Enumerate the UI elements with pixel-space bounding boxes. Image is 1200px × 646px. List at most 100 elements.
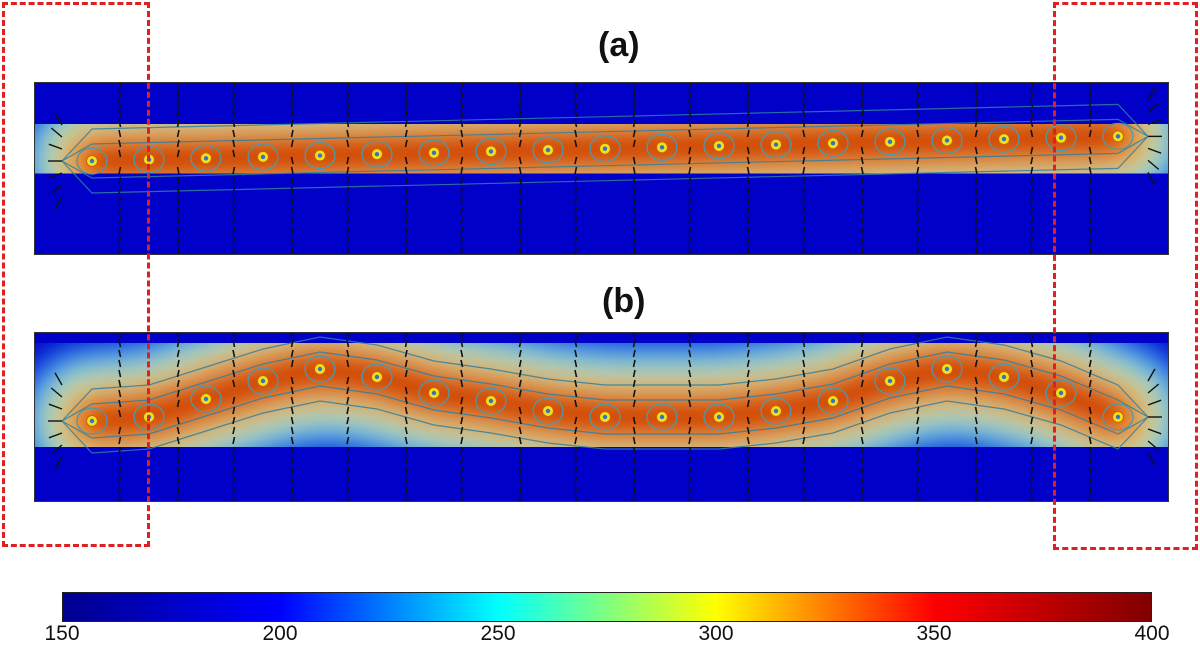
flux-arrow bbox=[460, 396, 464, 405]
flux-arrow bbox=[632, 379, 636, 388]
flux-arrow bbox=[460, 186, 464, 195]
source-ring bbox=[931, 355, 963, 383]
flux-arrow bbox=[632, 369, 636, 378]
flux-arrow bbox=[404, 99, 408, 108]
flux-arrow bbox=[518, 246, 522, 254]
flux-arrow bbox=[232, 186, 236, 195]
flux-arrow bbox=[118, 333, 122, 338]
flux-arrow bbox=[974, 226, 978, 235]
flux-arrow bbox=[1088, 436, 1092, 445]
flux-arrow bbox=[518, 436, 522, 445]
flux-arrow bbox=[860, 476, 864, 485]
flux-arrow bbox=[688, 89, 692, 98]
flux-arrow bbox=[176, 129, 180, 138]
flux-arrow bbox=[974, 119, 978, 128]
flux-arrow bbox=[232, 436, 236, 445]
flux-arrow bbox=[574, 349, 578, 358]
flux-arrow bbox=[404, 109, 408, 118]
flux-arrow bbox=[460, 206, 464, 215]
flux-arrow bbox=[1030, 349, 1034, 358]
flux-arrow bbox=[460, 456, 464, 465]
flux-arrow bbox=[404, 119, 408, 128]
flux-arrow bbox=[746, 359, 750, 368]
flux-arrow bbox=[916, 146, 920, 155]
flux-arrow bbox=[746, 176, 750, 185]
flux-arrow bbox=[974, 246, 978, 254]
flux-arrow bbox=[746, 83, 750, 88]
flux-arrow bbox=[688, 119, 692, 128]
flux-arrow bbox=[688, 129, 692, 138]
flux-arrow bbox=[632, 476, 636, 485]
flux-arrow bbox=[1030, 396, 1034, 405]
flux-arrow bbox=[1147, 87, 1156, 101]
flux-arrow bbox=[290, 186, 294, 195]
source-ring bbox=[418, 379, 450, 407]
flux-arrow bbox=[460, 333, 464, 338]
flux-arrow bbox=[632, 186, 636, 195]
flux-arrow bbox=[404, 196, 408, 205]
flux-arrow bbox=[346, 446, 350, 455]
flux-arrow bbox=[916, 246, 920, 254]
temperature-colorbar bbox=[62, 592, 1152, 622]
flux-arrow bbox=[688, 446, 692, 455]
flux-arrow bbox=[802, 496, 806, 501]
flux-arrow bbox=[232, 446, 236, 455]
flux-arrow bbox=[232, 139, 236, 148]
flux-arrow bbox=[1088, 83, 1092, 88]
flux-arrow bbox=[518, 416, 522, 425]
flux-arrow bbox=[1030, 216, 1034, 225]
source-center bbox=[1001, 374, 1007, 380]
flux-arrow bbox=[746, 496, 750, 501]
flux-arrow bbox=[176, 186, 180, 195]
flux-arrow bbox=[404, 206, 408, 215]
flux-arrow bbox=[290, 456, 294, 465]
flux-arrow bbox=[974, 466, 978, 475]
flux-arrow bbox=[404, 436, 408, 445]
flux-arrow bbox=[974, 186, 978, 195]
flux-arrow bbox=[118, 196, 122, 205]
flux-arrow bbox=[118, 186, 122, 195]
flux-arrow bbox=[1030, 426, 1034, 435]
flux-arrow bbox=[688, 109, 692, 118]
source-ring bbox=[760, 397, 792, 425]
flux-arrow bbox=[290, 386, 294, 395]
flux-arrow bbox=[290, 119, 294, 128]
flux-arrow bbox=[574, 389, 578, 398]
source-center bbox=[374, 374, 380, 380]
flux-arrow bbox=[688, 339, 692, 348]
flux-arrow bbox=[404, 359, 408, 368]
flux-arrow bbox=[232, 416, 236, 425]
source-center bbox=[89, 158, 95, 164]
flux-arrow bbox=[746, 216, 750, 225]
flux-arrow bbox=[404, 139, 408, 148]
flux-arrow bbox=[118, 389, 122, 398]
flux-arrow bbox=[916, 236, 920, 245]
flux-arrow bbox=[518, 456, 522, 465]
flux-arrow bbox=[1088, 369, 1092, 378]
flux-arrow bbox=[574, 496, 578, 501]
flux-arrow bbox=[518, 339, 522, 348]
flux-arrow bbox=[746, 196, 750, 205]
flux-arrow bbox=[746, 416, 750, 425]
flux-arrow bbox=[346, 436, 350, 445]
flux-arrow bbox=[232, 226, 236, 235]
flux-arrow bbox=[290, 416, 294, 425]
colorbar-tick: 400 bbox=[1134, 622, 1170, 645]
flux-arrow bbox=[802, 166, 806, 175]
flux-arrow bbox=[574, 196, 578, 205]
flux-arrow bbox=[632, 236, 636, 245]
flux-arrow bbox=[460, 89, 464, 98]
flux-arrow bbox=[1147, 399, 1162, 406]
flux-arrow bbox=[860, 496, 864, 501]
flux-arrow bbox=[746, 446, 750, 455]
flux-arrow bbox=[118, 379, 122, 388]
flux-arrow bbox=[574, 426, 578, 435]
source-ring bbox=[1045, 379, 1077, 407]
flux-arrow bbox=[460, 226, 464, 235]
flux-arrow bbox=[404, 396, 408, 405]
flux-arrow bbox=[118, 236, 122, 245]
flux-arrow bbox=[176, 196, 180, 205]
flux-arrow bbox=[1030, 476, 1034, 485]
flux-arrow bbox=[290, 496, 294, 501]
flux-arrow bbox=[574, 369, 578, 378]
